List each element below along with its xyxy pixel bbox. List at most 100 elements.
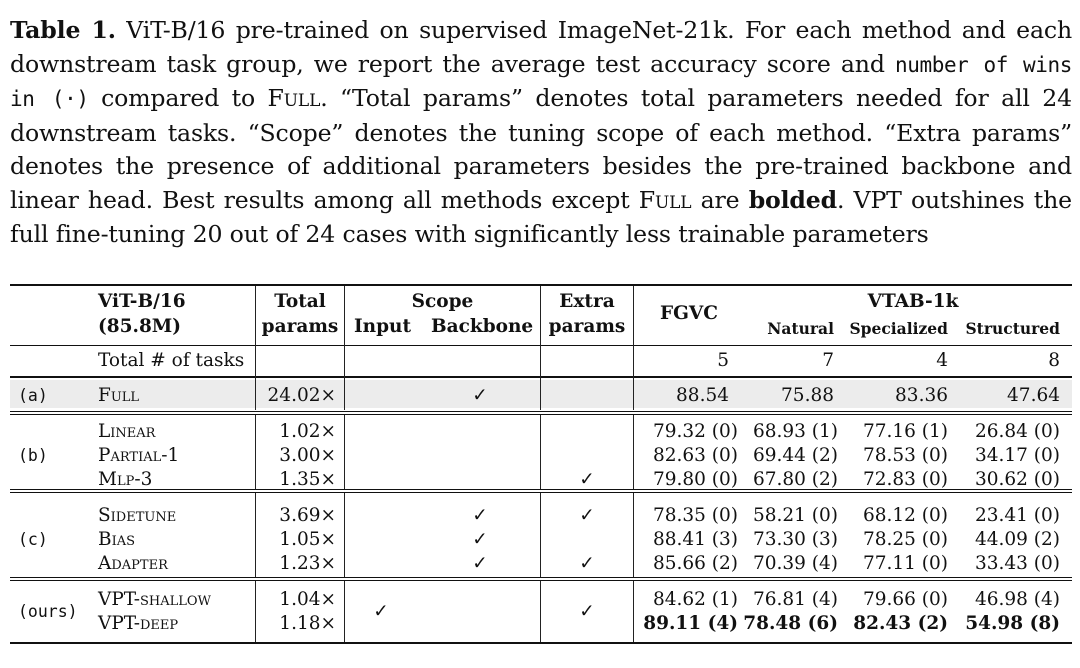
row-adapter-natural: 70.39 (4): [752, 553, 838, 574]
row-vpt-deep-fgvc: 89.11 (4): [643, 613, 738, 634]
vline-3b: [540, 415, 541, 489]
row-vpt-shallow-specialized: 79.66 (0): [862, 589, 948, 610]
tasks-rule: [10, 376, 1072, 377]
group-ours-label: (ours): [18, 602, 78, 621]
row-adapter-params: 1.23×: [279, 553, 336, 574]
vline-1c: [255, 493, 256, 577]
row-mlp-extra-check: ✓: [579, 469, 595, 490]
row-adapter-fgvc: 85.66 (2): [652, 553, 738, 574]
header-model-size: (85.8M): [98, 316, 182, 337]
vline-1d: [255, 581, 256, 642]
row-sidetune-specialized: 68.12 (0): [862, 505, 948, 526]
header-input: Input: [354, 316, 412, 337]
header-model: ViT-B/16: [98, 291, 186, 312]
row-full-name: Full: [98, 385, 140, 406]
row-vpt-deep-natural: 78.48 (6): [743, 613, 838, 634]
row-partial-structured: 34.17 (0): [974, 445, 1060, 466]
row-sidetune-natural: 58.21 (0): [752, 505, 838, 526]
header-vtab: VTAB-1k: [867, 291, 959, 312]
row-linear-specialized: 77.16 (1): [862, 421, 948, 442]
row-full-structured: 47.64: [1007, 385, 1060, 406]
row-vpt-deep-params: 1.18×: [279, 613, 336, 634]
row-bias-structured: 44.09 (2): [974, 529, 1060, 550]
table-caption: Table 1. ViT-B/16 pre-trained on supervi…: [10, 14, 1072, 251]
row-vpt-shallow-natural: 76.81 (4): [752, 589, 838, 610]
row-bias-fgvc: 88.41 (3): [652, 529, 738, 550]
row-full-fgvc: 88.54: [676, 385, 729, 406]
row-sidetune-structured: 23.41 (0): [974, 505, 1060, 526]
row-bias-name: Bias: [98, 529, 136, 550]
header-scope: Scope: [411, 291, 474, 312]
row-sidetune-name: Sidetune: [98, 505, 177, 526]
header-fgvc: FGVC: [659, 303, 718, 324]
row-vpt-shallow-fgvc: 84.62 (1): [652, 589, 738, 610]
caption-text-5: . VPT outshines the full fine-tuning 20 …: [10, 185, 1072, 248]
caption-label: Table 1.: [10, 16, 116, 44]
group-b-label: (b): [18, 446, 48, 465]
row-bias-backbone-check: ✓: [472, 529, 488, 550]
top-rule: [10, 284, 1072, 286]
caption-text-1: ViT-B/16 pre-trained on supervised Image…: [10, 16, 1072, 78]
row-full-natural: 75.88: [781, 385, 834, 406]
row-vpt-input-check: ✓: [373, 601, 389, 622]
group-c-label: (c): [18, 530, 48, 549]
row-partial-fgvc: 82.63 (0): [652, 445, 738, 466]
caption-mono-text: number of wins in (·): [10, 52, 1072, 112]
row-linear-params: 1.02×: [279, 421, 336, 442]
row-bias-params: 1.05×: [279, 529, 336, 550]
row-mlp-structured: 30.62 (0): [974, 469, 1060, 490]
vline-4a: [633, 286, 634, 410]
row-linear-fgvc: 79.32 (0): [652, 421, 738, 442]
group-c-rule: [10, 577, 1072, 578]
row-vpt-shallow-name: VPT-shallow: [98, 589, 211, 610]
group-b-rule: [10, 489, 1072, 490]
row-mlp-specialized: 72.83 (0): [862, 469, 948, 490]
row-sidetune-extra-check: ✓: [579, 505, 595, 526]
vline-4d: [633, 581, 634, 642]
tasks-specialized: 4: [936, 350, 948, 371]
full-rule-2: [10, 414, 1072, 415]
row-vpt-deep-specialized: 82.43 (2): [853, 613, 948, 634]
tasks-natural: 7: [822, 350, 834, 371]
caption-bolded: bolded: [748, 185, 837, 214]
vline-3d: [540, 581, 541, 642]
row-bias-specialized: 78.25 (0): [862, 529, 948, 550]
row-adapter-extra-check: ✓: [579, 553, 595, 574]
row-adapter-specialized: 77.11 (0): [862, 553, 948, 574]
row-adapter-name: Adapter: [98, 553, 168, 574]
row-sidetune-backbone-check: ✓: [472, 505, 488, 526]
caption-text-2: compared to: [88, 84, 268, 113]
row-vpt-shallow-structured: 46.98 (4): [974, 589, 1060, 610]
vline-4c: [633, 493, 634, 577]
row-mlp-params: 1.35×: [279, 469, 336, 490]
row-partial-specialized: 78.53 (0): [862, 445, 948, 466]
vline-2b: [344, 415, 345, 489]
vline-3a: [540, 286, 541, 410]
tasks-label: Total # of tasks: [98, 350, 245, 371]
row-full-backbone-check: ✓: [472, 385, 488, 406]
tasks-fgvc: 5: [717, 350, 729, 371]
row-vpt-shallow-params: 1.04×: [279, 589, 336, 610]
row-partial-params: 3.00×: [279, 445, 336, 466]
header-backbone: Backbone: [431, 316, 534, 337]
row-mlp-name: Mlp-3: [98, 469, 153, 490]
header-extra-params: params: [548, 316, 626, 337]
row-vpt-deep-name: VPT-deep: [98, 613, 179, 634]
row-full-params: 24.02×: [267, 385, 336, 406]
row-sidetune-params: 3.69×: [279, 505, 336, 526]
results-table: ViT-B/16 (85.8M) Total params Scope Inpu…: [10, 284, 1072, 646]
full-row-shade: [10, 380, 1072, 408]
full-rule: [10, 411, 1072, 412]
vline-2a: [344, 286, 345, 410]
caption-full-2: Full: [638, 185, 692, 214]
caption-full: Full: [267, 84, 321, 113]
row-sidetune-fgvc: 78.35 (0): [652, 505, 738, 526]
row-partial-natural: 69.44 (2): [752, 445, 838, 466]
header-rule: [10, 345, 1072, 346]
vline-4b: [633, 415, 634, 489]
header-structured: Structured: [965, 319, 1060, 338]
row-bias-natural: 73.30 (3): [752, 529, 838, 550]
header-specialized: Specialized: [849, 319, 948, 338]
row-vpt-deep-structured: 54.98 (8): [965, 613, 1060, 634]
row-partial-name: Partial-1: [98, 445, 180, 466]
